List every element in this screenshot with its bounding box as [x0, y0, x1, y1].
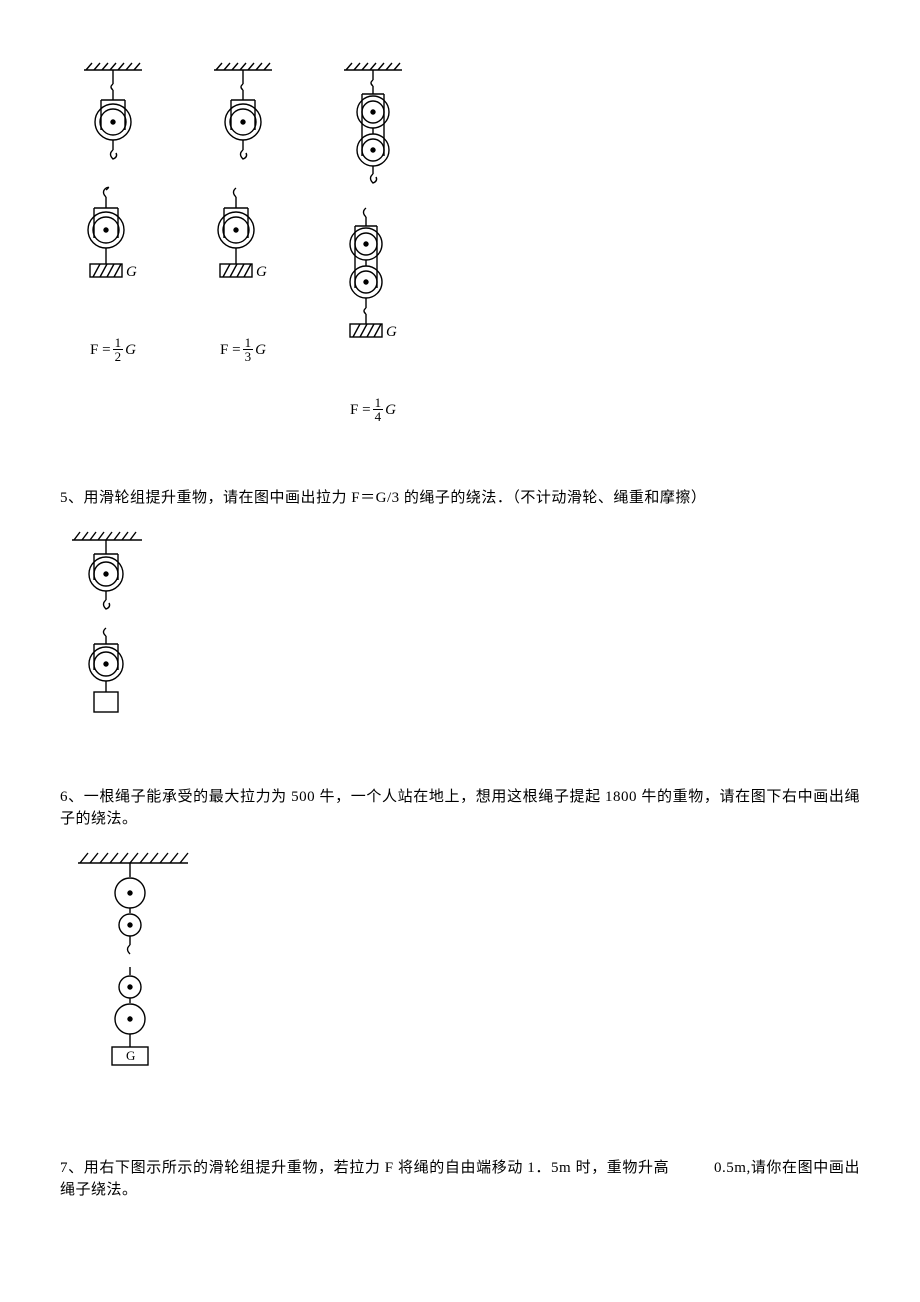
formula-2: F = 13 G [220, 338, 266, 363]
q6-g-label: G [126, 1048, 135, 1063]
q6-figure: G [68, 849, 208, 1089]
g-label: G [126, 264, 137, 280]
question-6: 6、一根绳子能承受的最大拉力为 500 牛，一个人站在地上，想用这根绳子提起 1… [60, 786, 860, 1089]
formula-3: F = 14 G [350, 398, 396, 423]
fig-col-3: G F = 14 G [328, 60, 418, 423]
fig1-top-pulley [78, 60, 148, 170]
fig1-bottom-pulley: G [68, 186, 158, 336]
top-figure-row: G F = 12 G [68, 60, 860, 423]
g-label: G [386, 324, 397, 340]
question-5: 5、用滑轮组提升重物，请在图中画出拉力 F＝G/3 的绳子的绕法．（不计动滑轮、… [60, 487, 860, 718]
fig-col-2: G F = 13 G [198, 60, 288, 363]
g-label: G [256, 264, 267, 280]
q5-text: 5、用滑轮组提升重物，请在图中画出拉力 F＝G/3 的绳子的绕法．（不计动滑轮、… [60, 487, 860, 510]
fig3-top-pulley [338, 60, 408, 190]
q7-text: 7、用右下图示所示的滑轮组提升重物，若拉力 F 将绳的自由端移动 1．5m 时，… [60, 1157, 860, 1202]
question-7: 7、用右下图示所示的滑轮组提升重物，若拉力 F 将绳的自由端移动 1．5m 时，… [60, 1157, 860, 1202]
fig2-top-pulley [208, 60, 278, 170]
fig3-bottom-pulley: G [328, 206, 418, 396]
formula-1: F = 12 G [90, 338, 136, 363]
fig-col-1: G F = 12 G [68, 60, 158, 363]
fig2-bottom-pulley: G [198, 186, 288, 336]
q6-text: 6、一根绳子能承受的最大拉力为 500 牛，一个人站在地上，想用这根绳子提起 1… [60, 786, 860, 831]
q5-figure [64, 528, 154, 718]
